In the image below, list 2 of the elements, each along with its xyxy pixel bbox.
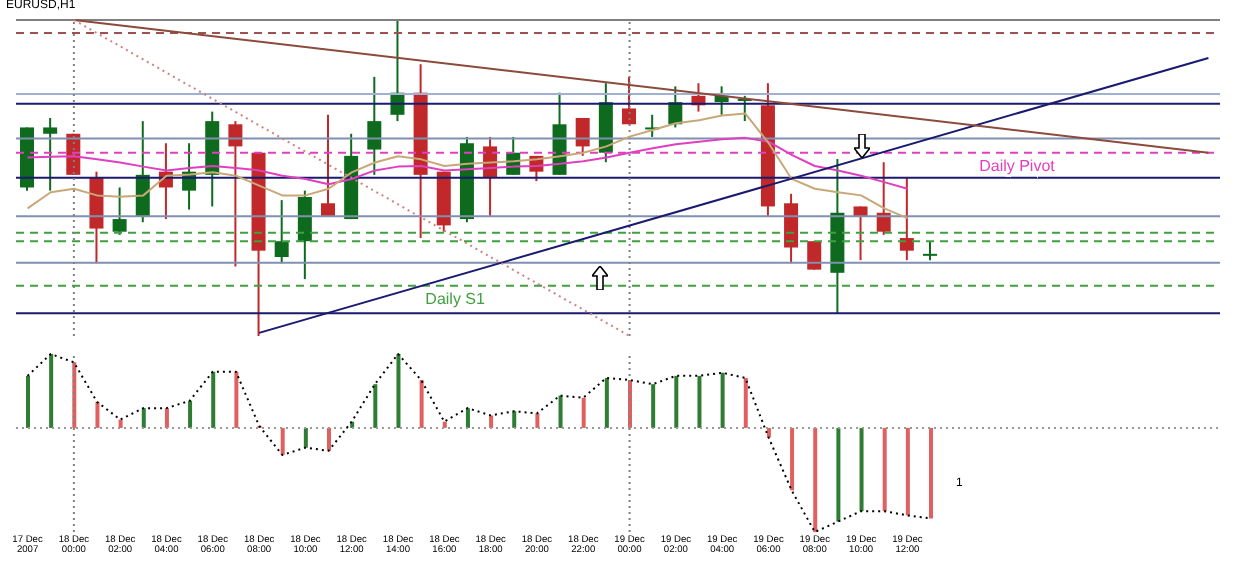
ref-line-label: Daily S1 xyxy=(425,289,487,308)
ref-line-label: Daily Pivot xyxy=(979,156,1057,175)
